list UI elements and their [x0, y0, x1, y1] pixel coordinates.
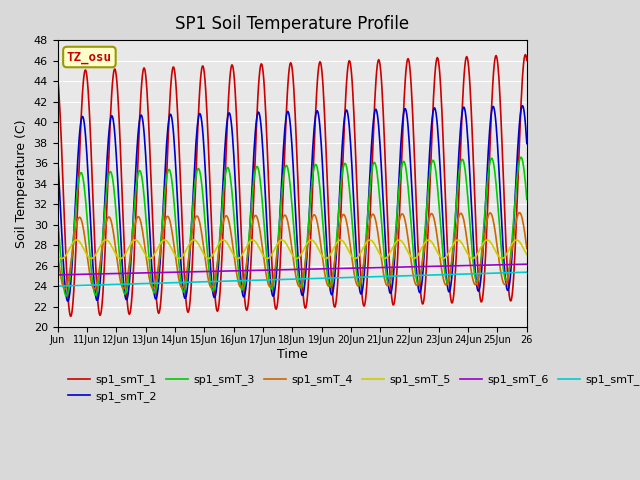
sp1_smT_2: [62, 292, 70, 298]
sp1_smT_6: [62, 272, 70, 277]
Line: sp1_smT_3: sp1_smT_3: [58, 157, 527, 296]
Line: sp1_smT_6: sp1_smT_6: [58, 264, 527, 275]
sp1_smT_5: [410, 255, 418, 261]
sp1_smT_3: [159, 216, 166, 221]
sp1_smT_7: [362, 274, 370, 280]
sp1_smT_7: [523, 269, 531, 275]
sp1_smT_3: [349, 233, 357, 239]
sp1_smT_3: [517, 154, 525, 160]
sp1_smT_2: [363, 228, 371, 234]
sp1_smT_1: [111, 66, 119, 72]
Title: SP1 Soil Temperature Profile: SP1 Soil Temperature Profile: [175, 15, 409, 33]
sp1_smT_2: [184, 285, 191, 290]
sp1_smT_6: [523, 261, 531, 267]
Line: sp1_smT_2: sp1_smT_2: [58, 106, 527, 301]
sp1_smT_2: [54, 152, 61, 158]
sp1_smT_4: [159, 231, 166, 237]
sp1_smT_5: [523, 252, 531, 258]
sp1_smT_3: [111, 196, 119, 202]
Line: sp1_smT_1: sp1_smT_1: [58, 55, 527, 316]
sp1_smT_4: [61, 286, 68, 292]
sp1_smT_6: [362, 265, 370, 271]
sp1_smT_5: [184, 245, 191, 251]
sp1_smT_7: [54, 283, 61, 289]
sp1_smT_1: [184, 308, 191, 314]
sp1_smT_1: [349, 97, 357, 103]
sp1_smT_5: [62, 252, 70, 258]
sp1_smT_5: [363, 239, 371, 245]
sp1_smT_2: [523, 141, 531, 146]
sp1_smT_7: [111, 282, 118, 288]
sp1_smT_1: [159, 270, 166, 276]
sp1_smT_7: [62, 283, 70, 289]
sp1_smT_3: [363, 222, 371, 228]
sp1_smT_6: [158, 270, 166, 276]
sp1_smT_7: [349, 275, 356, 280]
sp1_smT_7: [158, 280, 166, 286]
sp1_smT_4: [349, 265, 357, 271]
sp1_smT_2: [159, 214, 166, 219]
Line: sp1_smT_5: sp1_smT_5: [58, 240, 527, 258]
sp1_smT_3: [63, 293, 70, 299]
sp1_smT_6: [183, 269, 191, 275]
sp1_smT_1: [523, 58, 531, 63]
sp1_smT_4: [111, 240, 119, 246]
sp1_smT_4: [63, 284, 70, 289]
sp1_smT_3: [54, 213, 61, 219]
sp1_smT_7: [183, 279, 191, 285]
sp1_smT_4: [363, 237, 371, 242]
sp1_smT_2: [518, 103, 526, 108]
sp1_smT_4: [523, 246, 531, 252]
sp1_smT_1: [522, 52, 529, 58]
sp1_smT_3: [62, 293, 70, 299]
sp1_smT_5: [161, 237, 168, 243]
sp1_smT_1: [363, 281, 371, 287]
sp1_smT_5: [158, 239, 166, 244]
sp1_smT_6: [54, 272, 61, 278]
sp1_smT_1: [67, 313, 74, 319]
Y-axis label: Soil Temperature (C): Soil Temperature (C): [15, 120, 28, 248]
sp1_smT_4: [184, 264, 191, 270]
sp1_smT_2: [111, 133, 119, 139]
Line: sp1_smT_4: sp1_smT_4: [58, 213, 527, 289]
sp1_smT_3: [523, 197, 531, 203]
sp1_smT_2: [64, 298, 72, 304]
sp1_smT_5: [54, 252, 61, 258]
sp1_smT_1: [54, 74, 61, 80]
Legend: sp1_smT_1, sp1_smT_2, sp1_smT_3, sp1_smT_4, sp1_smT_5, sp1_smT_6, sp1_smT_7: sp1_smT_1, sp1_smT_2, sp1_smT_3, sp1_smT…: [63, 370, 640, 406]
Text: TZ_osu: TZ_osu: [67, 50, 112, 63]
sp1_smT_5: [111, 249, 118, 254]
sp1_smT_6: [349, 265, 356, 271]
sp1_smT_1: [62, 256, 70, 262]
Line: sp1_smT_7: sp1_smT_7: [58, 272, 527, 286]
sp1_smT_2: [349, 188, 357, 194]
sp1_smT_4: [54, 251, 61, 256]
sp1_smT_4: [516, 210, 524, 216]
X-axis label: Time: Time: [276, 348, 308, 360]
sp1_smT_3: [184, 270, 191, 276]
sp1_smT_6: [111, 271, 118, 276]
sp1_smT_5: [349, 255, 357, 261]
